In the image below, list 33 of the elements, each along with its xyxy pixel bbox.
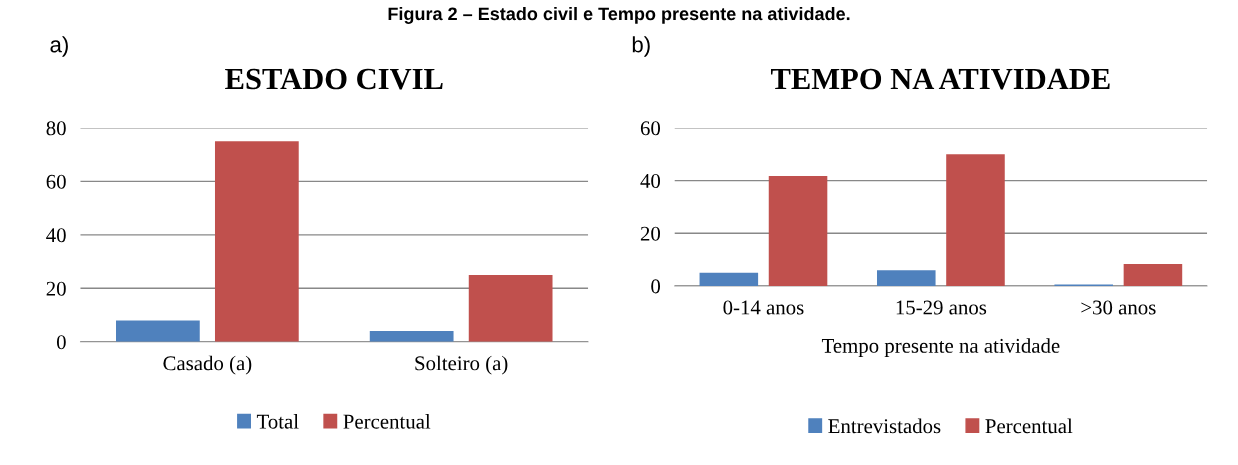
bar <box>946 154 1005 286</box>
bar <box>369 331 454 342</box>
legend-label: Entrevistados <box>828 418 941 434</box>
y-tick-label: 60 <box>640 121 661 136</box>
bar <box>768 176 828 286</box>
x-axis-title: Tempo presente na atividade <box>821 338 1060 358</box>
x-tick-label: Solteiro (a) <box>415 355 508 375</box>
chart-title: ESTADO CIVIL <box>225 68 443 90</box>
bar <box>214 141 299 342</box>
y-tick-label: 20 <box>46 281 66 296</box>
x-tick-label: 0-14 anos <box>723 300 804 315</box>
y-tick-label: 0 <box>56 335 66 350</box>
text: Figura 2 – Estado civil e Tempo presente na atividade. <box>388 6 850 24</box>
bar <box>468 274 553 342</box>
bar <box>699 272 759 286</box>
y-tick-label: 80 <box>46 121 66 136</box>
legend-label: Total <box>256 414 299 429</box>
legend-label: Percentual <box>985 418 1073 434</box>
bar <box>116 320 200 342</box>
y-tick-label: 40 <box>46 228 66 243</box>
y-tick-label: 40 <box>640 173 661 189</box>
bar <box>1123 264 1183 286</box>
x-tick-label: Casado (a) <box>163 355 252 375</box>
x-tick-label: 15-29 anos <box>896 300 987 315</box>
text: a) <box>50 36 68 57</box>
text: b) <box>632 36 650 57</box>
chart-title: TEMPO NA ATIVIDADE <box>771 68 1110 90</box>
y-tick-label: 20 <box>640 226 661 241</box>
x-tick-label: >30 anos <box>1081 300 1156 315</box>
y-tick-label: 60 <box>46 174 66 189</box>
y-tick-label: 0 <box>651 279 661 294</box>
bar <box>877 270 936 286</box>
legend-label: Percentual <box>343 414 431 429</box>
